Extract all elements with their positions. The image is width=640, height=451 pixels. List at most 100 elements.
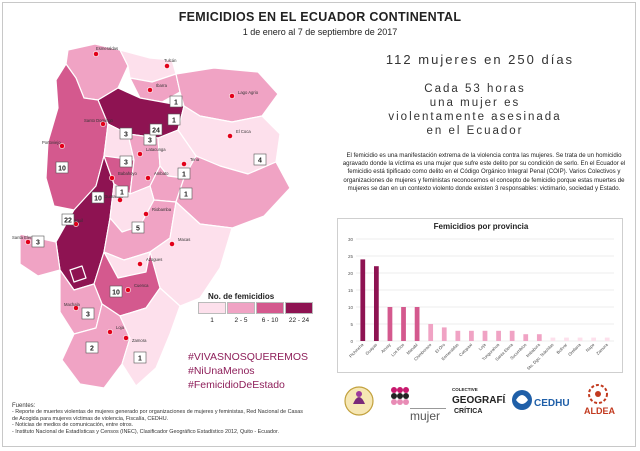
logo-mujer-text: mujer [410, 409, 440, 423]
city-label: Azogues [146, 257, 162, 262]
province-count-box: 22 [61, 213, 75, 226]
legend-swatch-1 [198, 302, 226, 314]
city-label: Cuenca [134, 283, 149, 288]
poster-frame [2, 2, 636, 447]
city-label: Latacunga [146, 147, 166, 152]
y-tick-label: 25 [348, 254, 354, 259]
x-tick-label: Loja [478, 342, 488, 352]
headline: 112 mujeres en 250 días [385, 52, 575, 67]
y-tick-label: 5 [350, 322, 353, 327]
svg-text:COLECTIVE: COLECTIVE [452, 387, 478, 392]
province-count-box: 1 [179, 187, 193, 200]
page-subtitle: 1 de enero al 7 de septiembre de 2017 [242, 27, 398, 37]
province-count-value: 1 [174, 99, 178, 106]
province-count-value: 10 [94, 195, 102, 202]
x-tick-label: Guayas [364, 342, 378, 356]
statement-line: violentamente asesinada [388, 111, 562, 123]
city-markers [25, 51, 235, 341]
city-label: Zamora [132, 338, 147, 343]
legend-title: No. de femicidios [208, 292, 275, 301]
city-label: Guaranda [104, 194, 123, 199]
statement-line: en el Ecuador [426, 125, 524, 137]
svg-text:CRÍTICA: CRÍTICA [454, 406, 482, 415]
bar [550, 337, 556, 341]
city-label: Tena [190, 157, 200, 162]
hashtag-2: #NiUnaMenos [188, 365, 255, 377]
bar [591, 337, 597, 341]
legend-swatch-2 [227, 302, 255, 314]
hashtags: #VIVASNOSQUEREMOS #NiUnaMenos #Femicidio… [188, 350, 308, 392]
province-count-value: 4 [258, 157, 262, 164]
y-tick-label: 15 [348, 288, 354, 293]
province-count-value: 10 [112, 289, 120, 296]
province-count-box: 4 [253, 153, 267, 166]
city-label: Ambato [154, 171, 169, 176]
statement-line: una mujer es [429, 97, 521, 109]
bar [401, 307, 406, 341]
hashtag-1: #VIVASNOSQUEREMOS [188, 351, 309, 363]
y-tick-label: 30 [348, 237, 354, 242]
city-label: Machala [64, 302, 80, 307]
province-count-value: 3 [148, 137, 152, 144]
svg-text:ALDEA: ALDEA [584, 406, 615, 416]
bar [564, 337, 569, 341]
province-count-box: 1 [167, 113, 181, 126]
y-tick-label: 20 [348, 271, 354, 276]
bar [577, 337, 583, 341]
province-count-value: 3 [124, 159, 128, 166]
legend-label-3: 6 - 10 [261, 317, 279, 324]
sources: Fuentes: - Reporte de muertes violentas … [12, 403, 342, 435]
city-label: Esmeraldas [96, 46, 118, 51]
province-count-value: 10 [58, 165, 66, 172]
svg-text:GEOGRAFÍA: GEOGRAFÍA [452, 393, 506, 406]
province-count-box: 3 [81, 307, 95, 320]
svg-text:CEDHU: CEDHU [534, 398, 570, 409]
province-count-value: 1 [120, 189, 124, 196]
bar [455, 330, 461, 341]
city-label: Babahoyo [118, 171, 138, 176]
city-label: Loja [116, 325, 125, 330]
bar-chart-panel: Femicidios por provincia 0 5 10 15 20 25 30 Pic… [337, 218, 623, 373]
province-santa-elena [19, 233, 61, 277]
legend-label-4: 22 - 24 [288, 317, 310, 324]
province-count-value: 1 [182, 171, 186, 178]
legend-label-2: 2 - 5 [234, 317, 248, 324]
y-tick-label: 0 [350, 339, 353, 344]
city-label: Santa Elena [12, 235, 35, 240]
province-count-value: 1 [138, 355, 142, 362]
city-label: Tulcán [164, 58, 177, 63]
province-count-box: 1 [169, 95, 183, 108]
bar [428, 324, 434, 341]
province-count-value: 3 [124, 131, 128, 138]
bar [441, 327, 447, 341]
province-count-value: 3 [86, 311, 90, 318]
bar [387, 307, 393, 341]
statement-line: Cada 53 horas [424, 83, 526, 95]
source-line: - Noticias de medios de comunicación, en… [12, 422, 134, 429]
logo-aldea: ALDEA [574, 380, 622, 426]
source-line: - Instituto Nacional de Estadísticas y C… [12, 428, 279, 435]
x-tick-label: Zamora [595, 342, 609, 356]
province-puna [69, 265, 87, 283]
bar [604, 337, 610, 341]
logo-cedhu: CEDHU [510, 380, 570, 426]
bar [414, 307, 420, 341]
province-count-box: 2 [85, 341, 99, 354]
x-tick-label: Cotopaxi [458, 342, 473, 357]
bar [482, 330, 488, 341]
logo-strip: mujer COLECTIVE GEOGRAFÍA CRÍTICA CEDHU … [342, 380, 622, 428]
province-count-value: 24 [152, 127, 160, 134]
sources-title: Fuentes: [12, 403, 36, 409]
bar [360, 259, 366, 341]
page-title: FEMICIDIOS EN EL ECUADOR CONTINENTAL [178, 10, 462, 24]
x-tick-label: Pichincha [348, 342, 365, 359]
legend-swatch-4 [285, 302, 313, 314]
x-tick-label: Los Ríos [390, 342, 405, 357]
city-label: Portoviejo [42, 140, 61, 145]
chart-title: Femicidios por provincia [433, 222, 529, 231]
bar [373, 266, 379, 341]
province-count-box: 24 [149, 123, 163, 136]
bar [509, 330, 515, 341]
city-label: Santo Domingo [84, 118, 114, 123]
